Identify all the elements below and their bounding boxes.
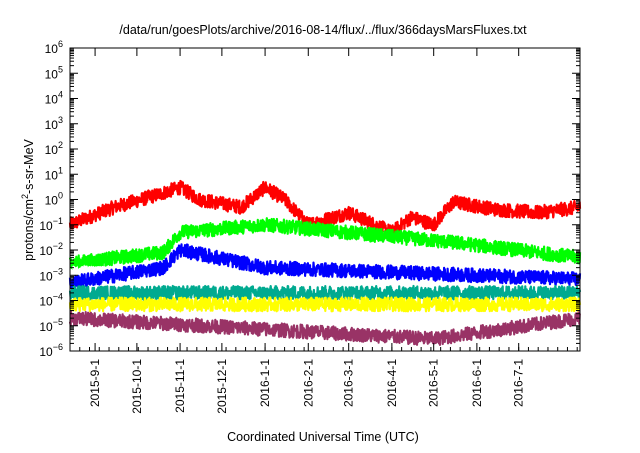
series-layer <box>68 179 582 346</box>
y-tick-label: 106 <box>45 39 63 56</box>
y-label-part-2: -s-sr-MeV <box>22 138 36 194</box>
chart-title: /data/run/goesPlots/archive/2016-08-14/f… <box>119 23 527 37</box>
y-tick-label: 10−2 <box>39 241 63 258</box>
y-tick-label: 103 <box>45 115 63 132</box>
x-tick-label: 2016-4-1 <box>385 359 399 407</box>
x-tick-label: 2016-3-1 <box>342 359 356 407</box>
y-tick-label: 10−5 <box>39 317 63 334</box>
y-axis-label: protons/cm2-s-sr-MeV <box>20 138 36 260</box>
y-tick-label: 10−6 <box>39 342 63 359</box>
x-tick-label: 2016-1-1 <box>258 359 272 407</box>
series-line-1 <box>68 179 582 238</box>
y-label-part-1: protons/cm <box>22 199 36 261</box>
y-tick-label: 105 <box>45 64 63 81</box>
x-tick-label: 2015-12-1 <box>215 359 229 414</box>
x-tick-label: 2016-6-1 <box>470 359 484 407</box>
series-line-7 <box>68 310 582 346</box>
y-tick-label: 10−3 <box>39 266 63 283</box>
x-tick-label: 2015-10-1 <box>130 359 144 414</box>
y-tick-label: 101 <box>45 165 63 182</box>
x-tick-label: 2015-9-1 <box>88 359 102 407</box>
y-label-superscript: 2 <box>20 194 30 199</box>
y-tick-label: 102 <box>45 140 63 157</box>
y-tick-label: 104 <box>45 90 63 107</box>
x-axis-label: Coordinated Universal Time (UTC) <box>227 430 419 444</box>
x-tick-label: 2016-7-1 <box>512 359 526 407</box>
y-tick-label: 10−1 <box>39 216 63 233</box>
y-tick-label: 10−4 <box>39 292 63 309</box>
y-tick-label: 100 <box>45 191 63 208</box>
series-line-6 <box>68 296 582 313</box>
series-line-2 <box>68 217 582 271</box>
x-tick-label: 2016-2-1 <box>301 359 315 407</box>
x-tick-label: 2015-11-1 <box>173 359 187 413</box>
x-tick-label: 2016-5-1 <box>427 359 441 407</box>
axis-layer: 10−6 10−5 10−4 10−3 10−2 10−1 100 101 102 103 104 1… <box>39 39 580 414</box>
series-line-4 <box>68 243 582 290</box>
